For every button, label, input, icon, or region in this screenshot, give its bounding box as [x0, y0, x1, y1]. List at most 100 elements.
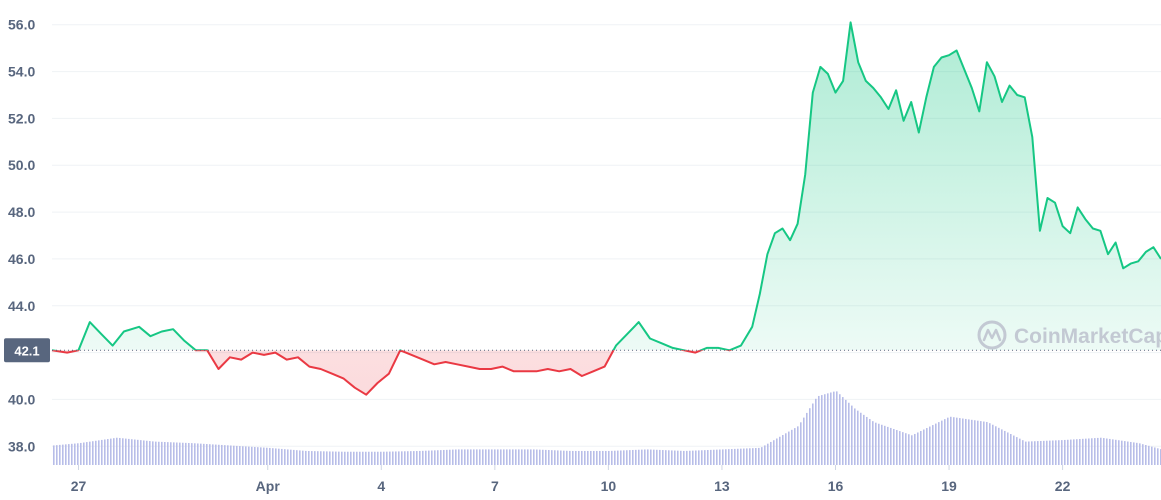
volume-bar — [1088, 438, 1090, 465]
volume-bar — [272, 448, 274, 465]
volume-bar — [1094, 438, 1096, 465]
volume-bar — [515, 449, 517, 465]
volume-bar — [653, 449, 655, 465]
volume-bar — [803, 417, 805, 465]
volume-bar — [197, 443, 199, 465]
volume-bar — [788, 431, 790, 465]
volume-bar — [1127, 441, 1129, 465]
volume-bar — [401, 451, 403, 465]
volume-bar — [800, 422, 802, 465]
volume-bar — [308, 451, 310, 465]
volume-bar — [884, 425, 886, 465]
volume-bar — [701, 450, 703, 465]
volume-bar — [281, 448, 283, 465]
volume-bar — [725, 449, 727, 465]
volume-bar — [242, 446, 244, 465]
volume-bar — [482, 449, 484, 465]
volume-bar — [581, 450, 583, 465]
volume-bar — [1046, 440, 1048, 465]
volume-bar — [962, 418, 964, 465]
volume-bar — [218, 444, 220, 465]
volume-bar — [128, 438, 130, 465]
volume-bar — [80, 442, 82, 465]
volume-bar — [464, 449, 466, 465]
volume-bar — [413, 451, 415, 465]
volume-bar — [554, 450, 556, 465]
volume-bar — [500, 449, 502, 465]
volume-bar — [833, 391, 835, 465]
x-tick-label: 19 — [941, 478, 957, 494]
volume-bar — [836, 391, 838, 465]
volume-bar — [1055, 440, 1057, 465]
volume-bar — [710, 449, 712, 465]
volume-bar — [677, 450, 679, 465]
volume-bar — [1034, 441, 1036, 465]
volume-bar — [1100, 437, 1102, 465]
volume-bar — [1151, 446, 1153, 465]
volume-bar — [1118, 440, 1120, 465]
volume-bar — [911, 435, 913, 465]
volume-bar — [920, 431, 922, 465]
volume-bar — [1049, 440, 1051, 465]
volume-bar — [512, 449, 514, 465]
volume-bar — [122, 438, 124, 465]
volume-bar — [149, 441, 151, 465]
volume-bar — [221, 444, 223, 465]
volume-bar — [509, 449, 511, 465]
volume-bar — [1103, 438, 1105, 465]
volume-bar — [266, 447, 268, 465]
volume-bar — [899, 431, 901, 465]
volume-bar — [794, 428, 796, 465]
volume-bar — [887, 426, 889, 465]
volume-bar — [695, 450, 697, 465]
volume-bar — [455, 449, 457, 465]
y-tick-label: 48.0 — [8, 204, 35, 220]
volume-bar — [212, 444, 214, 465]
volume-bar — [374, 451, 376, 465]
volume-bar — [254, 446, 256, 465]
y-tick-label: 40.0 — [8, 391, 35, 407]
volume-bar — [890, 427, 892, 465]
volume-bar — [1013, 435, 1015, 465]
volume-bar — [182, 442, 184, 465]
volume-bar — [62, 444, 64, 465]
volume-bar — [1010, 434, 1012, 465]
volume-bar — [590, 450, 592, 465]
volume-bar — [815, 398, 817, 465]
volume-bar — [443, 449, 445, 465]
volume-bar — [1076, 439, 1078, 465]
volume-bar — [548, 450, 550, 465]
volume-bar — [458, 449, 460, 465]
y-tick-label: 54.0 — [8, 64, 35, 80]
volume-bar — [143, 440, 145, 465]
volume-bar — [914, 433, 916, 465]
volume-bar — [839, 394, 841, 465]
y-tick-label: 56.0 — [8, 17, 35, 33]
volume-bar — [317, 451, 319, 465]
volume-bar — [1112, 439, 1114, 465]
volume-bar — [938, 422, 940, 465]
volume-bar — [476, 449, 478, 465]
volume-bar — [491, 449, 493, 465]
volume-bar — [332, 451, 334, 465]
volume-bar — [650, 449, 652, 465]
volume-bar — [746, 448, 748, 465]
volume-bar — [1091, 438, 1093, 465]
volume-bar — [737, 448, 739, 465]
x-tick-label: 22 — [1055, 478, 1071, 494]
volume-bar — [227, 445, 229, 465]
volume-bar — [752, 448, 754, 465]
volume-bar — [953, 417, 955, 465]
coinmarketcap-watermark: CoinMarketCap — [977, 320, 1161, 350]
volume-bar — [125, 438, 127, 465]
volume-bar — [305, 450, 307, 465]
volume-bar — [674, 450, 676, 465]
volume-bar — [119, 437, 121, 465]
volume-bar — [245, 446, 247, 465]
volume-bar — [605, 450, 607, 465]
volume-bar — [530, 449, 532, 465]
volume-bar — [377, 451, 379, 465]
volume-bar — [269, 447, 271, 465]
volume-bar — [638, 449, 640, 465]
